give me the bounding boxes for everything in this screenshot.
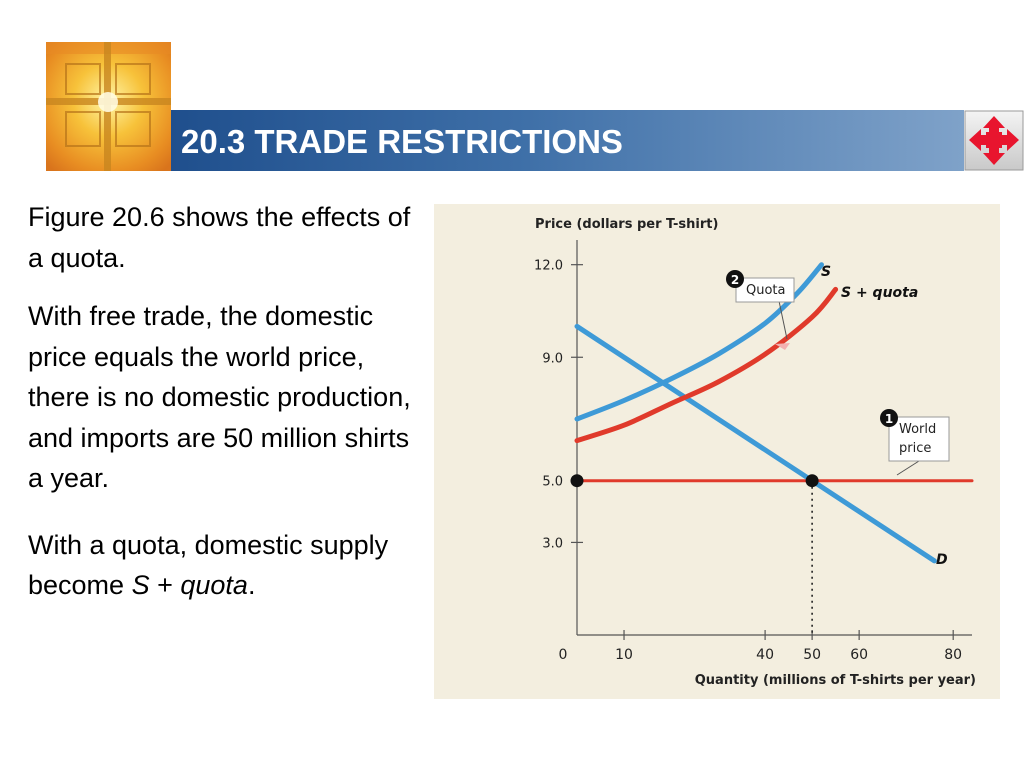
origin-label: 0 (559, 647, 568, 663)
annotation-quota: 2 Quota (726, 270, 795, 350)
title-bar: 20.3 TRADE RESTRICTIONS (171, 110, 964, 171)
equilibrium-point (570, 474, 584, 488)
curve-label-s-plus-quota: S + quota (841, 285, 918, 301)
equilibrium-point (805, 474, 819, 488)
quota-leader-line (778, 300, 788, 340)
cross-window-logo-icon (46, 42, 171, 171)
annotation-number-2: 2 (731, 273, 739, 287)
p3-quota: quota (180, 570, 248, 600)
quota-label-box (735, 277, 795, 303)
quota-chart: Price (dollars per T-shirt) Quantity (mi… (434, 204, 1000, 699)
curve-label-d: D (936, 552, 948, 568)
x-tick-label: 10 (615, 647, 633, 663)
paragraph-free-trade: With free trade, the domestic price equa… (28, 301, 411, 493)
annotation-badge-1 (880, 409, 898, 427)
x-tick-label: 80 (944, 647, 962, 663)
chart-panel: Price (dollars per T-shirt) Quantity (mi… (434, 204, 1000, 699)
curve-label-s: S (821, 264, 831, 280)
p3-prefix: With a quota, domestic supply become (28, 529, 389, 601)
quota-label-text: Quota (746, 283, 786, 298)
body-text: Figure 20.6 shows the effects of a quota… (28, 197, 428, 606)
p3-plus: + (149, 570, 181, 600)
x-axis-label: Quantity (millions of T-shirts per year) (695, 673, 976, 688)
y-axis-label: Price (dollars per T-shirt) (535, 217, 718, 232)
x-tick-label: 60 (850, 647, 868, 663)
curve-s-plus-quota (574, 286, 839, 444)
curve-s (574, 262, 824, 422)
annotation-badge-2 (726, 270, 744, 288)
page-title: 20.3 TRADE RESTRICTIONS (181, 123, 623, 160)
annotation-world-price: 1 World price (880, 409, 950, 476)
x-tick-label: 40 (756, 647, 774, 663)
y-tick-label: 3.0 (542, 536, 563, 551)
y-tick-label: 12.0 (534, 259, 563, 274)
world-price-label-line2: price (899, 441, 931, 456)
paragraph-with-quota: With a quota, domestic supply become S +… (28, 525, 428, 606)
four-way-arrows-icon[interactable] (964, 110, 1024, 171)
x-tick-label: 50 (803, 647, 821, 663)
quota-wedge (775, 343, 790, 350)
p3-s: S (131, 570, 150, 600)
paragraph-quota-intro: Figure 20.6 shows the effects of a quota… (28, 202, 411, 273)
world-price-leader-line (896, 460, 920, 476)
annotation-number-1: 1 (885, 412, 893, 426)
y-tick-label: 9.0 (542, 351, 563, 366)
p3-period: . (247, 570, 256, 600)
world-price-label-box (888, 416, 950, 462)
world-price-label-line1: World (899, 422, 936, 437)
y-tick-label: 5.0 (542, 475, 563, 490)
